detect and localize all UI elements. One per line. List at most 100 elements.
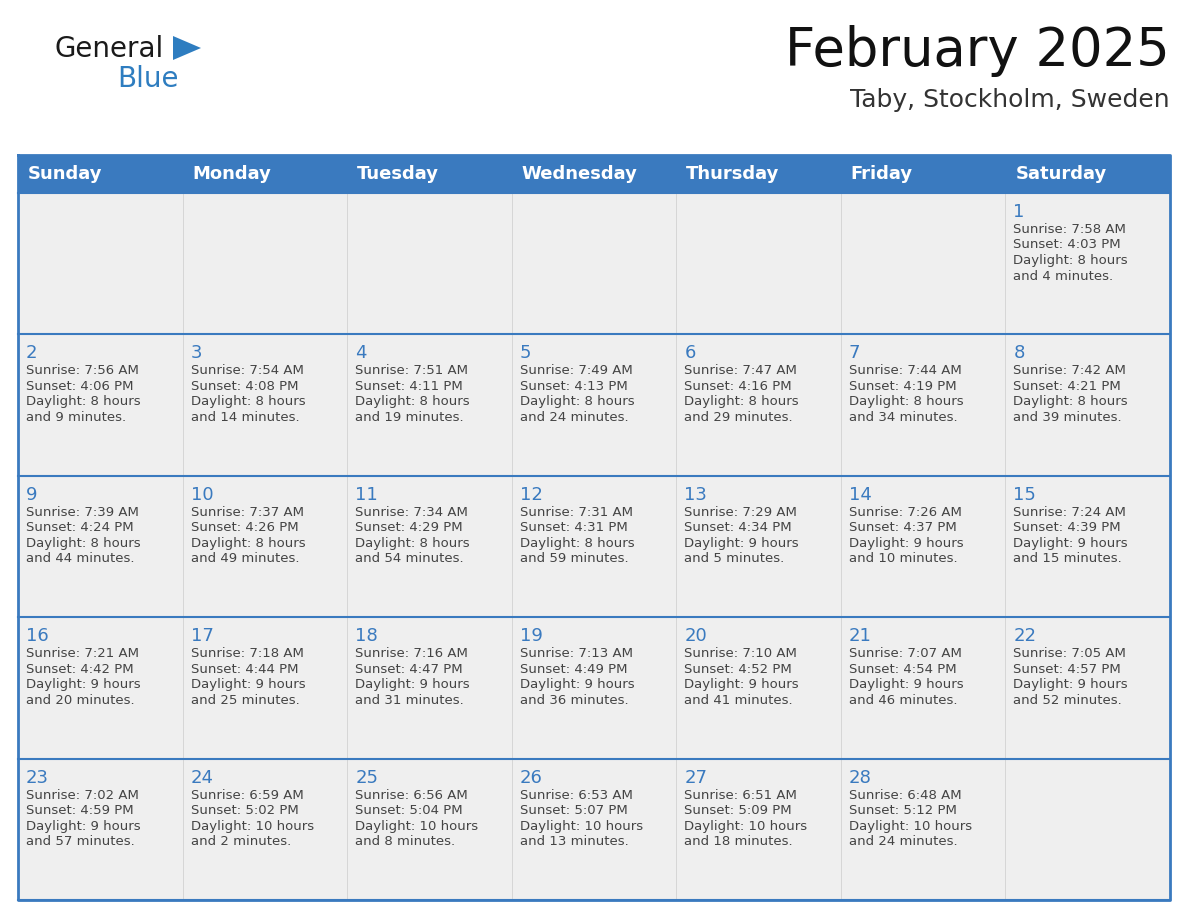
Text: 6: 6 <box>684 344 696 363</box>
Text: Sunset: 4:57 PM: Sunset: 4:57 PM <box>1013 663 1121 676</box>
Bar <box>841 476 1005 617</box>
Text: Sunset: 4:44 PM: Sunset: 4:44 PM <box>190 663 298 676</box>
Text: Sunday: Sunday <box>29 165 102 183</box>
Text: 10: 10 <box>190 486 213 504</box>
Text: 15: 15 <box>1013 486 1036 504</box>
Text: Daylight: 9 hours: Daylight: 9 hours <box>849 537 963 550</box>
Text: Daylight: 8 hours: Daylight: 8 hours <box>26 537 140 550</box>
Text: and 39 minutes.: and 39 minutes. <box>1013 411 1121 424</box>
Text: and 10 minutes.: and 10 minutes. <box>849 553 958 565</box>
Text: Sunset: 4:11 PM: Sunset: 4:11 PM <box>355 380 463 393</box>
Text: and 9 minutes.: and 9 minutes. <box>26 411 126 424</box>
Text: Daylight: 10 hours: Daylight: 10 hours <box>190 820 314 833</box>
Text: General: General <box>55 35 164 63</box>
Text: 19: 19 <box>519 627 543 645</box>
Text: Tuesday: Tuesday <box>358 165 440 183</box>
Bar <box>1005 758 1170 900</box>
Text: Sunset: 5:09 PM: Sunset: 5:09 PM <box>684 804 792 817</box>
Text: 28: 28 <box>849 768 872 787</box>
Text: and 13 minutes.: and 13 minutes. <box>519 835 628 848</box>
Text: Sunrise: 6:59 AM: Sunrise: 6:59 AM <box>190 789 303 801</box>
Bar <box>183 758 347 900</box>
Text: 20: 20 <box>684 627 707 645</box>
Text: Daylight: 8 hours: Daylight: 8 hours <box>1013 396 1129 409</box>
Bar <box>18 476 183 617</box>
Text: Daylight: 8 hours: Daylight: 8 hours <box>190 537 305 550</box>
Text: Sunrise: 7:49 AM: Sunrise: 7:49 AM <box>519 364 632 377</box>
Text: Sunset: 4:19 PM: Sunset: 4:19 PM <box>849 380 956 393</box>
Bar <box>512 193 676 334</box>
Text: Daylight: 9 hours: Daylight: 9 hours <box>1013 678 1129 691</box>
Text: Friday: Friday <box>851 165 914 183</box>
Bar <box>18 334 183 476</box>
Bar <box>183 617 347 758</box>
Bar <box>347 334 512 476</box>
Text: and 19 minutes.: and 19 minutes. <box>355 411 463 424</box>
Text: Daylight: 9 hours: Daylight: 9 hours <box>684 537 798 550</box>
Bar <box>841 617 1005 758</box>
Text: 27: 27 <box>684 768 707 787</box>
Bar <box>512 334 676 476</box>
Text: Sunset: 5:07 PM: Sunset: 5:07 PM <box>519 804 627 817</box>
Text: Sunrise: 7:58 AM: Sunrise: 7:58 AM <box>1013 223 1126 236</box>
Bar <box>512 758 676 900</box>
Text: Daylight: 8 hours: Daylight: 8 hours <box>519 396 634 409</box>
Text: Daylight: 9 hours: Daylight: 9 hours <box>26 820 140 833</box>
Text: and 34 minutes.: and 34 minutes. <box>849 411 958 424</box>
Text: Daylight: 9 hours: Daylight: 9 hours <box>684 678 798 691</box>
Text: Sunrise: 7:51 AM: Sunrise: 7:51 AM <box>355 364 468 377</box>
Text: Sunset: 4:31 PM: Sunset: 4:31 PM <box>519 521 627 534</box>
Bar <box>1005 193 1170 334</box>
Bar <box>676 617 841 758</box>
Text: Sunrise: 6:48 AM: Sunrise: 6:48 AM <box>849 789 961 801</box>
Text: Sunrise: 7:44 AM: Sunrise: 7:44 AM <box>849 364 961 377</box>
Text: Sunrise: 7:02 AM: Sunrise: 7:02 AM <box>26 789 139 801</box>
Text: Sunset: 4:54 PM: Sunset: 4:54 PM <box>849 663 956 676</box>
Bar <box>676 476 841 617</box>
Text: Sunrise: 7:47 AM: Sunrise: 7:47 AM <box>684 364 797 377</box>
Text: Sunrise: 7:07 AM: Sunrise: 7:07 AM <box>849 647 962 660</box>
Bar <box>841 334 1005 476</box>
Bar <box>183 334 347 476</box>
Text: and 24 minutes.: and 24 minutes. <box>519 411 628 424</box>
Text: and 59 minutes.: and 59 minutes. <box>519 553 628 565</box>
Text: Sunrise: 7:05 AM: Sunrise: 7:05 AM <box>1013 647 1126 660</box>
Text: 1: 1 <box>1013 203 1025 221</box>
Text: and 29 minutes.: and 29 minutes. <box>684 411 792 424</box>
Bar <box>841 193 1005 334</box>
Bar <box>183 476 347 617</box>
Text: Sunset: 4:42 PM: Sunset: 4:42 PM <box>26 663 133 676</box>
Text: Sunset: 4:59 PM: Sunset: 4:59 PM <box>26 804 133 817</box>
Text: Daylight: 10 hours: Daylight: 10 hours <box>355 820 479 833</box>
Text: Sunrise: 6:53 AM: Sunrise: 6:53 AM <box>519 789 632 801</box>
Bar <box>841 758 1005 900</box>
Text: Daylight: 8 hours: Daylight: 8 hours <box>26 396 140 409</box>
Text: 3: 3 <box>190 344 202 363</box>
Text: 2: 2 <box>26 344 38 363</box>
Text: and 46 minutes.: and 46 minutes. <box>849 694 958 707</box>
Bar <box>18 617 183 758</box>
Text: 13: 13 <box>684 486 707 504</box>
Text: Sunrise: 7:18 AM: Sunrise: 7:18 AM <box>190 647 303 660</box>
Text: Sunset: 4:13 PM: Sunset: 4:13 PM <box>519 380 627 393</box>
Text: and 14 minutes.: and 14 minutes. <box>190 411 299 424</box>
Bar <box>512 476 676 617</box>
Text: and 36 minutes.: and 36 minutes. <box>519 694 628 707</box>
Bar <box>1005 617 1170 758</box>
Text: 18: 18 <box>355 627 378 645</box>
Text: and 4 minutes.: and 4 minutes. <box>1013 270 1113 283</box>
Text: Daylight: 8 hours: Daylight: 8 hours <box>1013 254 1129 267</box>
Text: Saturday: Saturday <box>1016 165 1107 183</box>
Text: and 8 minutes.: and 8 minutes. <box>355 835 455 848</box>
Text: Sunset: 4:21 PM: Sunset: 4:21 PM <box>1013 380 1121 393</box>
Text: and 54 minutes.: and 54 minutes. <box>355 553 463 565</box>
Text: Daylight: 8 hours: Daylight: 8 hours <box>190 396 305 409</box>
Text: and 44 minutes.: and 44 minutes. <box>26 553 134 565</box>
Text: February 2025: February 2025 <box>785 25 1170 77</box>
Text: Sunrise: 7:21 AM: Sunrise: 7:21 AM <box>26 647 139 660</box>
Text: Wednesday: Wednesday <box>522 165 638 183</box>
Bar <box>347 758 512 900</box>
Bar <box>512 617 676 758</box>
Text: 11: 11 <box>355 486 378 504</box>
Text: 23: 23 <box>26 768 49 787</box>
